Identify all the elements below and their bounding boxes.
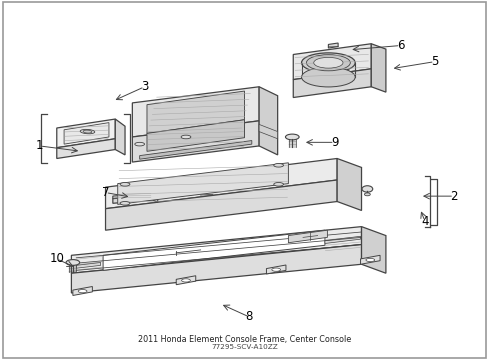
Polygon shape [71,226,361,273]
Polygon shape [57,119,115,148]
Polygon shape [64,123,109,144]
Ellipse shape [135,142,144,146]
Polygon shape [259,87,277,155]
Ellipse shape [285,134,299,140]
Ellipse shape [364,193,369,196]
Polygon shape [132,121,259,162]
Text: 2: 2 [449,190,457,203]
Polygon shape [293,44,370,80]
Ellipse shape [306,55,349,71]
Text: 8: 8 [245,310,253,324]
Text: 10: 10 [49,252,64,265]
Text: 5: 5 [430,55,437,68]
Text: 77295-SCV-A10ZZ: 77295-SCV-A10ZZ [211,344,277,350]
Polygon shape [76,262,101,268]
Polygon shape [103,230,325,270]
Ellipse shape [361,186,372,192]
Polygon shape [105,180,336,230]
Polygon shape [259,125,277,139]
Ellipse shape [80,129,95,134]
Ellipse shape [273,183,283,186]
Polygon shape [328,43,337,48]
Ellipse shape [66,260,80,265]
Polygon shape [360,255,379,264]
Ellipse shape [83,130,92,133]
Polygon shape [361,226,385,273]
Text: 1: 1 [36,139,43,152]
Ellipse shape [181,135,190,139]
Polygon shape [370,44,385,92]
Polygon shape [140,140,251,159]
Ellipse shape [313,57,342,68]
Text: 9: 9 [330,136,338,149]
Polygon shape [57,139,115,158]
Polygon shape [118,163,288,204]
Polygon shape [113,193,152,199]
Ellipse shape [181,279,190,282]
Polygon shape [71,244,361,293]
Ellipse shape [365,258,374,262]
Polygon shape [115,119,125,155]
Text: 4: 4 [420,215,428,228]
Text: 2011 Honda Element Console Frame, Center Console: 2011 Honda Element Console Frame, Center… [138,335,350,344]
Polygon shape [132,87,259,137]
Polygon shape [176,276,195,285]
Polygon shape [113,195,152,203]
Ellipse shape [273,163,283,167]
Text: 6: 6 [396,39,404,52]
Ellipse shape [120,183,130,186]
Polygon shape [293,69,370,98]
Ellipse shape [78,289,87,293]
Polygon shape [288,230,327,243]
Text: 3: 3 [141,80,148,93]
Ellipse shape [301,53,354,73]
Polygon shape [147,120,244,151]
Polygon shape [147,91,244,134]
Polygon shape [266,265,285,274]
Text: 7: 7 [102,186,109,199]
Polygon shape [325,236,360,243]
Polygon shape [336,158,361,211]
Polygon shape [73,287,92,296]
Ellipse shape [271,268,280,271]
Ellipse shape [301,67,354,87]
Polygon shape [105,158,336,209]
Polygon shape [152,193,158,202]
Ellipse shape [120,202,130,205]
